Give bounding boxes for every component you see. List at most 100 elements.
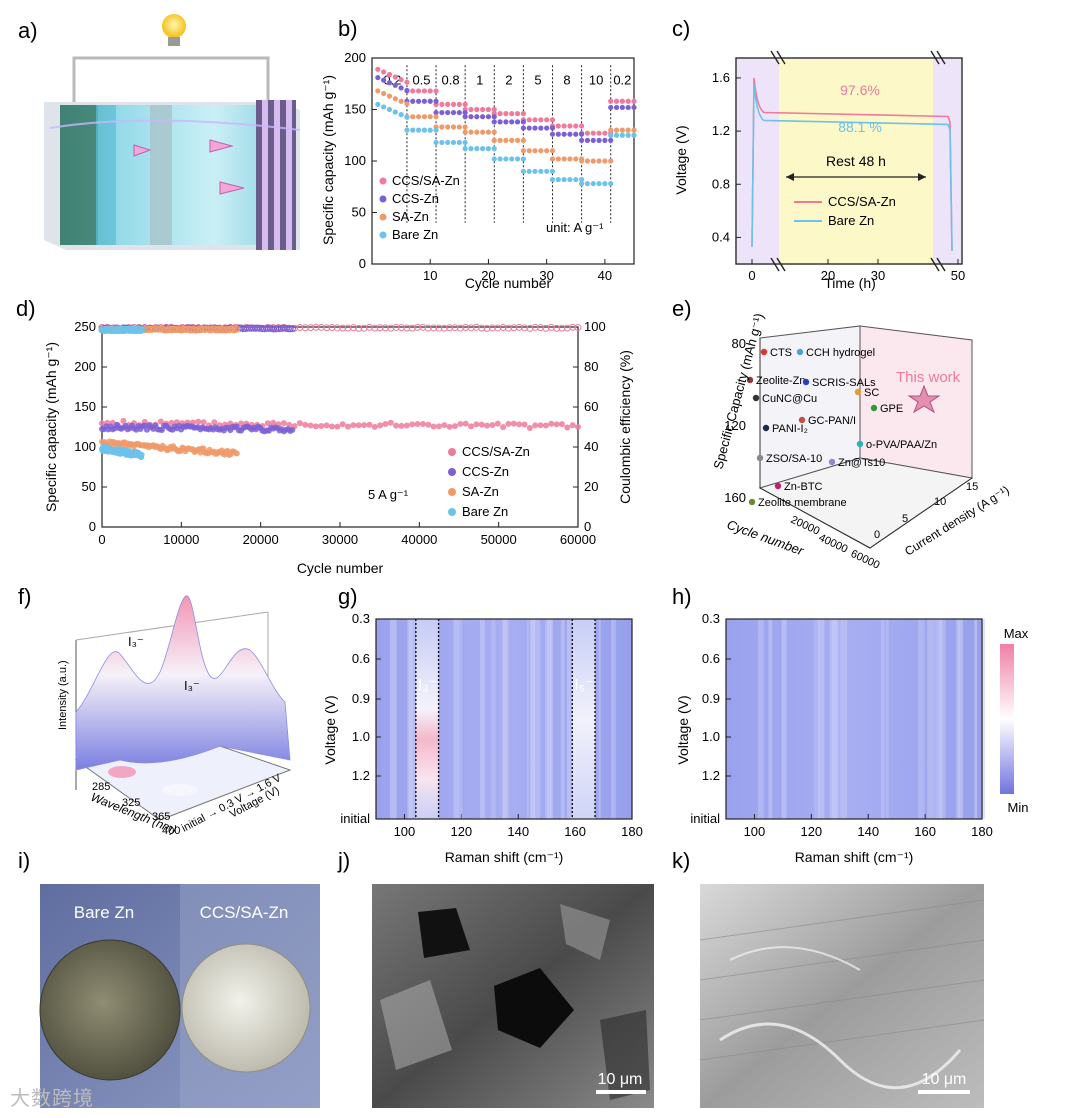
data-point-b bbox=[520, 168, 526, 174]
tick-label-d-y2: 80 bbox=[584, 359, 598, 374]
data-point-b bbox=[608, 181, 614, 187]
data-point-b bbox=[450, 124, 457, 130]
data-point-b bbox=[392, 74, 398, 80]
heatmap-streak bbox=[974, 619, 978, 819]
data-point-b bbox=[509, 119, 515, 125]
comparison-label-e: CuNC@Cu bbox=[762, 393, 817, 405]
capacity-point-d bbox=[211, 419, 218, 426]
ce-point-d bbox=[558, 324, 566, 332]
data-point-b bbox=[404, 87, 410, 94]
ce-point-d bbox=[365, 323, 373, 331]
chart-h-xlabel: Raman shift (cm⁻¹) bbox=[795, 849, 914, 865]
capacity-point-d bbox=[345, 423, 352, 430]
heatmap-streak bbox=[491, 619, 496, 819]
capacity-point-d bbox=[521, 421, 528, 428]
data-point-b bbox=[421, 88, 427, 94]
ce-point-d bbox=[510, 324, 518, 332]
heatmap-streak bbox=[829, 619, 833, 819]
data-point-b bbox=[456, 109, 462, 116]
capacity-point-d bbox=[558, 421, 565, 428]
data-point-b bbox=[619, 104, 625, 111]
capacity-point-d bbox=[564, 424, 571, 431]
data-point-b bbox=[415, 88, 422, 94]
data-point-b bbox=[386, 106, 393, 113]
capacity-point-d bbox=[548, 420, 555, 427]
tick-label-d-y2: 0 bbox=[584, 519, 591, 534]
heatmap-streak bbox=[881, 619, 885, 819]
chart-g-xlabel: Raman shift (cm⁻¹) bbox=[445, 849, 564, 865]
tick-label-hm-y: 1.0 bbox=[352, 729, 370, 744]
ce-point-d bbox=[504, 324, 512, 332]
capacity-point-d bbox=[489, 421, 496, 428]
data-point-b bbox=[462, 129, 468, 135]
data-point-b bbox=[567, 131, 573, 137]
panel-label-h: h) bbox=[672, 584, 692, 609]
data-point-b bbox=[549, 117, 556, 123]
capacity-point-d bbox=[382, 420, 389, 427]
comparison-label-e: CCH hydrogel bbox=[806, 347, 875, 359]
data-point-b bbox=[555, 176, 561, 183]
capacity-point-d bbox=[526, 425, 533, 432]
data-point-b bbox=[445, 124, 451, 130]
data-point-b bbox=[421, 98, 427, 104]
tick-label-d-y: 250 bbox=[74, 319, 96, 334]
capacity-point-d bbox=[361, 422, 368, 429]
comparison-label-e: o-PVA/PAA/Zn bbox=[866, 439, 937, 451]
heatmap-streak bbox=[566, 619, 573, 819]
capacity-point-d bbox=[264, 420, 271, 427]
data-point-b bbox=[579, 131, 585, 137]
data-point-b bbox=[561, 123, 567, 129]
heatmap-streak bbox=[533, 619, 541, 819]
tick-label-d-x: 30000 bbox=[322, 532, 358, 547]
heatmap-streak bbox=[757, 619, 764, 819]
ce-point-d bbox=[307, 324, 315, 332]
data-point-b bbox=[520, 148, 526, 154]
heatmap-streak bbox=[479, 619, 485, 819]
tick-label-e-y: 160 bbox=[724, 490, 746, 505]
axis-break-marks bbox=[770, 50, 946, 272]
tick-label-c-y: 1.6 bbox=[712, 70, 730, 85]
data-point-b bbox=[555, 131, 561, 137]
data-point-b bbox=[456, 139, 462, 146]
heatmap-streak bbox=[453, 619, 459, 819]
data-point-b bbox=[544, 117, 550, 123]
capacity-point-d bbox=[542, 422, 549, 429]
data-point-b bbox=[462, 139, 468, 146]
chart-d-xlabel: Cycle number bbox=[297, 560, 384, 576]
heatmap-streak bbox=[885, 619, 889, 819]
data-point-b bbox=[456, 124, 462, 130]
data-point-b bbox=[584, 158, 591, 164]
data-point-b bbox=[584, 130, 591, 136]
capacity-point-d bbox=[350, 422, 357, 429]
watermark: 大数跨境 bbox=[10, 1088, 94, 1110]
heatmap-streak bbox=[832, 619, 839, 819]
ce-point-d bbox=[542, 324, 550, 332]
data-point-b bbox=[381, 69, 387, 75]
zn-foil-photo: Bare Zn CCS/SA-Zn bbox=[39, 884, 320, 1108]
tick-label-e-y: 80 bbox=[732, 336, 746, 351]
legend-label-b: Bare Zn bbox=[392, 227, 438, 242]
tick-label-hm-x: 100 bbox=[394, 824, 416, 839]
band-label: I₃⁻ bbox=[418, 677, 437, 694]
data-point-b bbox=[619, 132, 625, 138]
colorbar-max: Max bbox=[1004, 626, 1029, 641]
capacity-point-d bbox=[99, 420, 105, 427]
ce-point-d bbox=[553, 324, 561, 332]
heatmap-band bbox=[415, 619, 439, 819]
flank-region-right bbox=[933, 59, 961, 263]
data-point-b bbox=[485, 106, 492, 113]
data-point-b bbox=[584, 181, 591, 187]
legend-marker-d bbox=[448, 468, 456, 476]
capacity-point-d bbox=[494, 420, 501, 427]
heatmap-streak bbox=[938, 619, 946, 819]
panel-label-j: j) bbox=[337, 848, 350, 873]
capacity-point-d bbox=[302, 421, 309, 428]
data-point-b bbox=[549, 156, 556, 162]
spectra-surface bbox=[75, 595, 291, 771]
data-point-b bbox=[474, 106, 480, 113]
data-point-b bbox=[491, 137, 497, 143]
tick-label-d-x: 60000 bbox=[560, 532, 596, 547]
capacity-point-d bbox=[366, 421, 373, 428]
data-point-b bbox=[375, 101, 381, 107]
capacity-point-d bbox=[233, 450, 240, 457]
